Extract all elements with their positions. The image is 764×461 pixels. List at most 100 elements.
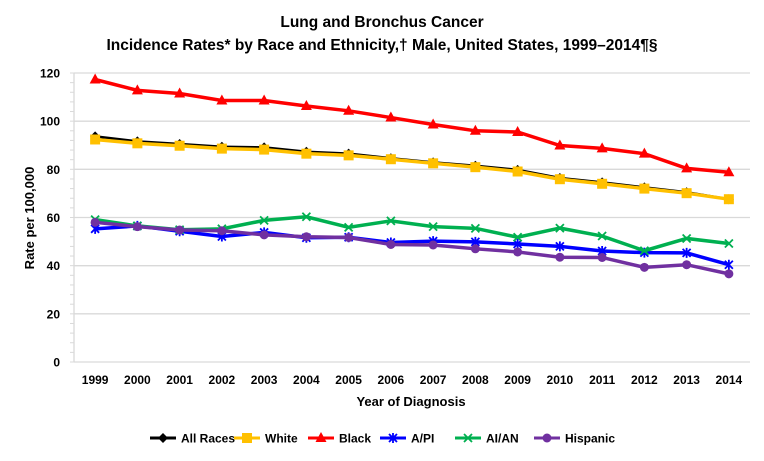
data-point [639, 183, 650, 194]
data-point [300, 99, 312, 110]
x-tick-label: 2006 [378, 373, 405, 387]
series-hispanic [90, 217, 734, 279]
legend-item: White [234, 432, 298, 446]
x-tick-label: 2013 [673, 373, 700, 387]
data-point [428, 158, 439, 169]
data-point [259, 230, 269, 240]
data-point [681, 188, 692, 199]
legend-item: All Races [150, 432, 235, 446]
x-axis-label: Year of Diagnosis [356, 394, 465, 409]
legend-marker [242, 433, 252, 443]
chart-subtitle: Incidence Rates* by Race and Ethnicity,†… [106, 37, 658, 54]
series-line [94, 137, 730, 201]
data-point [470, 162, 481, 173]
chart-title: Lung and Bronchus Cancer [280, 14, 484, 31]
x-tick-label: 2001 [166, 373, 193, 387]
data-point [639, 262, 649, 272]
data-point [682, 260, 692, 270]
legend-item: Black [308, 432, 371, 446]
y-tick-label: 80 [47, 163, 61, 177]
data-point [639, 246, 650, 256]
data-point [301, 212, 312, 222]
legend-marker [388, 433, 398, 443]
data-point [555, 223, 565, 233]
data-point [512, 232, 523, 242]
legend-label: A/PI [411, 432, 434, 446]
data-point [131, 84, 143, 95]
series-line [95, 224, 730, 267]
data-point [554, 174, 565, 185]
series-line [94, 77, 730, 174]
y-tick-label: 60 [47, 211, 61, 225]
data-point [90, 217, 100, 227]
data-point [596, 142, 608, 153]
data-point [724, 238, 734, 249]
legend-item: Hispanic [534, 432, 615, 446]
legend-label: All Races [181, 432, 235, 446]
data-point [90, 134, 101, 145]
series-line [94, 220, 730, 276]
y-axis-label: Rate per 100,000 [22, 167, 37, 270]
data-point [470, 223, 481, 233]
data-point [512, 238, 523, 249]
data-point [301, 232, 311, 242]
data-point [597, 252, 607, 262]
y-tick-label: 20 [47, 307, 61, 321]
data-point [385, 111, 397, 122]
data-point [724, 269, 734, 279]
data-point [174, 87, 186, 98]
data-point [132, 222, 142, 232]
legend-label: AI/AN [486, 432, 519, 446]
data-point [681, 162, 693, 173]
series-all-races [90, 131, 734, 205]
data-point [723, 194, 734, 205]
data-point [301, 148, 312, 159]
data-point [512, 166, 523, 177]
legend-marker [463, 433, 473, 443]
x-tick-label: 2000 [124, 373, 151, 387]
y-tick-label: 100 [40, 115, 60, 129]
x-tick-label: 2005 [335, 373, 362, 387]
y-tick-label: 0 [53, 356, 60, 370]
data-point [258, 94, 270, 105]
data-point [428, 240, 438, 250]
legend-marker [542, 433, 552, 443]
data-point [597, 231, 607, 241]
data-point [174, 140, 185, 151]
data-point [681, 247, 692, 258]
data-point [724, 259, 734, 270]
legend-marker [315, 432, 327, 442]
data-point [681, 233, 692, 244]
data-point [469, 124, 481, 135]
y-tick-label: 40 [47, 259, 61, 273]
data-point [554, 139, 566, 150]
data-point [132, 138, 143, 149]
data-point [216, 94, 228, 105]
data-point [512, 126, 524, 137]
x-tick-label: 2007 [420, 373, 447, 387]
data-point [723, 166, 735, 177]
data-point [216, 143, 227, 154]
series-black [89, 73, 735, 177]
data-point [89, 73, 101, 84]
legend-label: Black [339, 432, 371, 446]
data-point [513, 247, 523, 257]
legend-label: White [265, 432, 298, 446]
data-point [427, 118, 439, 129]
x-tick-label: 2009 [504, 373, 531, 387]
x-tick-label: 2011 [589, 373, 615, 387]
data-point [638, 147, 650, 158]
data-point [386, 239, 396, 249]
data-point [597, 178, 608, 189]
data-point [555, 241, 565, 252]
data-point [343, 150, 354, 161]
x-tick-label: 2010 [547, 373, 574, 387]
x-tick-label: 2002 [209, 373, 236, 387]
y-tick-label: 120 [40, 67, 60, 81]
x-tick-label: 1999 [82, 373, 109, 387]
data-point [470, 244, 480, 254]
x-tick-label: 2012 [631, 373, 658, 387]
legend-item: A/PI [380, 432, 434, 446]
